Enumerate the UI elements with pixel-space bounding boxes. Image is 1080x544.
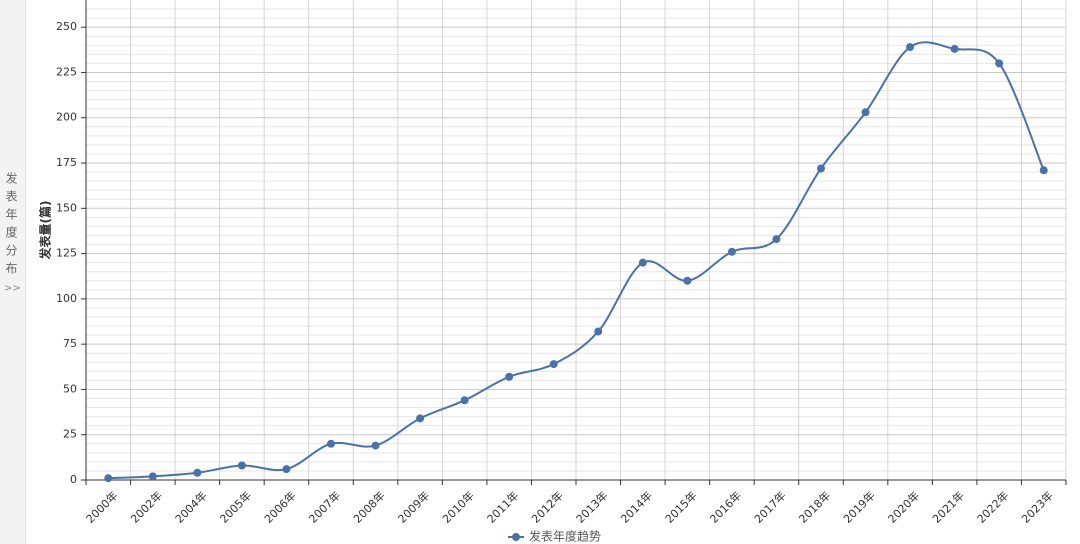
x-tick-label: 2005年 — [217, 488, 254, 525]
y-tick-label: 100 — [56, 292, 77, 305]
side-panel-toggle[interactable]: >> — [4, 283, 21, 294]
x-tick-label: 2000年 — [83, 488, 120, 525]
data-point — [727, 247, 736, 256]
data-point — [772, 235, 781, 244]
legend-marker — [512, 533, 520, 541]
x-tick-label: 2017年 — [751, 488, 788, 525]
y-tick-label: 175 — [56, 156, 77, 169]
data-point — [950, 44, 959, 53]
legend-label: 发表年度趋势 — [529, 529, 601, 544]
data-point — [460, 396, 469, 405]
x-tick-label: 2004年 — [172, 488, 209, 525]
y-tick-label: 250 — [56, 20, 77, 33]
data-point — [148, 472, 157, 481]
data-point — [906, 43, 915, 52]
x-tick-label: 2023年 — [1018, 488, 1055, 525]
x-tick-label: 2009年 — [395, 488, 432, 525]
y-axis-label: 发表量(篇) — [38, 201, 53, 261]
data-point — [1039, 166, 1048, 175]
x-tick-label: 2015年 — [662, 488, 699, 525]
y-tick-label: 200 — [56, 111, 77, 124]
data-point — [282, 465, 291, 474]
y-tick-label: 75 — [63, 337, 77, 350]
data-point — [861, 108, 870, 117]
x-tick-label: 2021年 — [929, 488, 966, 525]
x-tick-label: 2006年 — [261, 488, 298, 525]
data-point — [549, 360, 558, 369]
y-tick-label: 125 — [56, 247, 77, 260]
data-point — [683, 276, 692, 285]
grid — [85, 0, 1067, 481]
data-point — [505, 372, 514, 381]
y-tick-label: 225 — [56, 65, 77, 78]
data-point — [594, 327, 603, 336]
data-point — [638, 258, 647, 267]
data-point — [327, 439, 335, 448]
y-tick-label: 50 — [63, 382, 77, 395]
x-tick-label: 2013年 — [573, 488, 610, 525]
x-tick-label: 2014年 — [618, 488, 655, 525]
x-tick-label: 2011年 — [484, 488, 521, 525]
data-point — [416, 414, 425, 423]
x-tick-label: 2012年 — [528, 488, 565, 525]
x-tick-label: 2018年 — [796, 488, 833, 525]
data-point — [995, 59, 1004, 68]
side-panel: 发表年度分布 >> — [0, 0, 26, 544]
data-point — [371, 441, 380, 450]
x-tick-label: 2022年 — [974, 488, 1011, 525]
x-tick-label: 2002年 — [128, 488, 165, 525]
data-point — [193, 468, 202, 477]
side-panel-label[interactable]: 发表年度分布 — [4, 172, 18, 280]
x-tick-label: 2010年 — [439, 488, 476, 525]
x-tick-label: 2008年 — [350, 488, 387, 525]
x-tick-label: 2020年 — [885, 488, 922, 525]
x-tick-label: 2007年 — [306, 488, 343, 525]
x-tick-label: 2019年 — [840, 488, 877, 525]
y-tick-label: 0 — [70, 473, 77, 486]
data-point — [104, 474, 113, 483]
y-tick-label: 25 — [63, 428, 77, 441]
y-tick-label: 150 — [56, 201, 77, 214]
x-tick-label: 2016年 — [707, 488, 744, 525]
data-point — [237, 461, 246, 470]
data-point — [817, 164, 825, 173]
